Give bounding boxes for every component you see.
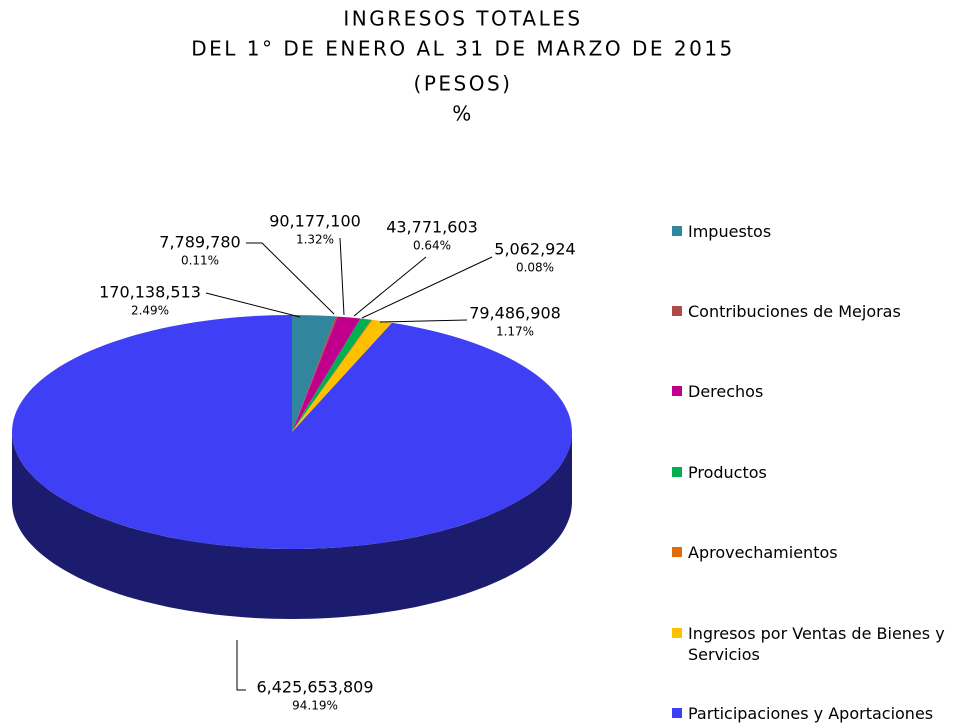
legend-item: Aprovechamientos (672, 542, 957, 563)
percent-label: 1.32% (296, 233, 334, 247)
data-label: 6,425,653,809 (256, 678, 373, 697)
percent-label: 2.49% (131, 304, 169, 318)
leader-line (353, 256, 427, 317)
title-line: DEL 1° DE ENERO AL 31 DE MARZO DE 2015 (191, 37, 735, 61)
data-label: 90,177,100 (269, 212, 361, 231)
legend-label: Impuestos (688, 222, 772, 241)
legend-label: Productos (688, 463, 767, 482)
leader-line (246, 242, 335, 315)
legend-swatch (672, 547, 682, 557)
legend-label: Aprovechamientos (688, 543, 838, 562)
slice (292, 319, 392, 432)
leader-line (236, 640, 246, 691)
legend-item: Ingresos por Ventas de Bienes y Servicio… (672, 623, 957, 665)
data-label: 7,789,780 (159, 233, 240, 252)
slice (292, 315, 336, 432)
data-label: 79,486,908 (469, 304, 561, 323)
legend-swatch (672, 306, 682, 316)
slice (292, 316, 338, 432)
percent-label: 94.19% (292, 699, 338, 713)
legend-label: Contribuciones de Mejoras (688, 302, 901, 321)
legend-swatch (672, 226, 682, 236)
data-label: 5,062,924 (494, 240, 575, 259)
percent-label: 0.11% (181, 254, 219, 268)
legend-item: Participaciones y Aportaciones (672, 703, 957, 724)
title-line: % (452, 102, 474, 126)
legend-label: Derechos (688, 382, 764, 401)
leader-line (361, 256, 493, 319)
slice (292, 319, 373, 432)
percent-label: 1.17% (496, 325, 534, 339)
legend-item: Derechos (672, 381, 957, 402)
legend-label: Participaciones y Aportaciones (688, 704, 934, 723)
leader-line (339, 237, 345, 316)
percent-label: 0.64% (413, 239, 451, 253)
legend-item: Contribuciones de Mejoras (672, 301, 957, 322)
leader-line (379, 319, 468, 323)
legend-swatch (672, 628, 682, 638)
percent-label: 0.08% (516, 261, 554, 275)
legend-item: Productos (672, 462, 957, 483)
legend-swatch (672, 708, 682, 718)
slice (12, 315, 572, 549)
legend-item: Impuestos (672, 221, 957, 242)
slice (292, 318, 372, 432)
data-label: 170,138,513 (99, 283, 201, 302)
title-line: INGRESOS TOTALES (343, 7, 582, 31)
data-label: 43,771,603 (386, 218, 478, 237)
slice-side (12, 432, 572, 619)
legend-swatch (672, 386, 682, 396)
title-line: (PESOS) (414, 72, 513, 96)
legend-label: Ingresos por Ventas de Bienes y Servicio… (688, 624, 945, 664)
legend-swatch (672, 467, 682, 477)
leader-line (205, 292, 301, 318)
slice (292, 316, 361, 432)
